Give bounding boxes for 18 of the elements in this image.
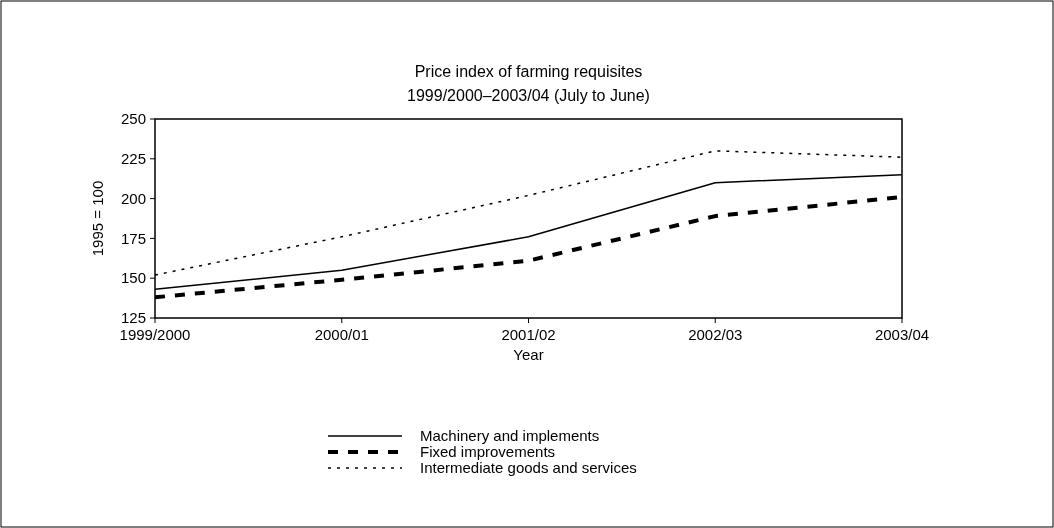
y-tick-label: 250 <box>120 110 146 128</box>
x-axis-title: Year <box>513 346 544 363</box>
x-tick-label: 2001/02 <box>501 326 556 343</box>
chart-title: Price index of farming requisites <box>414 63 643 80</box>
legend-label: Intermediate goods and services <box>420 459 637 477</box>
y-tick-label: 200 <box>120 189 146 207</box>
legend-label: Fixed improvements <box>420 443 556 461</box>
x-tick-label: 1999/2000 <box>119 326 191 343</box>
chart-subtitle: 1999/2000–2003/04 (July to June) <box>407 87 650 104</box>
x-tick-label: 2003/04 <box>874 326 930 343</box>
legend-label: Machinery and implements <box>420 427 600 445</box>
x-tick-label: 2002/03 <box>688 326 743 343</box>
y-axis-title: 1995 = 100 <box>89 180 106 257</box>
y-tick-label: 125 <box>120 309 146 327</box>
x-tick-label: 2000/01 <box>314 326 369 343</box>
y-tick-label: 150 <box>120 269 146 287</box>
y-tick-label: 225 <box>120 150 146 168</box>
y-tick-label: 175 <box>120 229 146 247</box>
